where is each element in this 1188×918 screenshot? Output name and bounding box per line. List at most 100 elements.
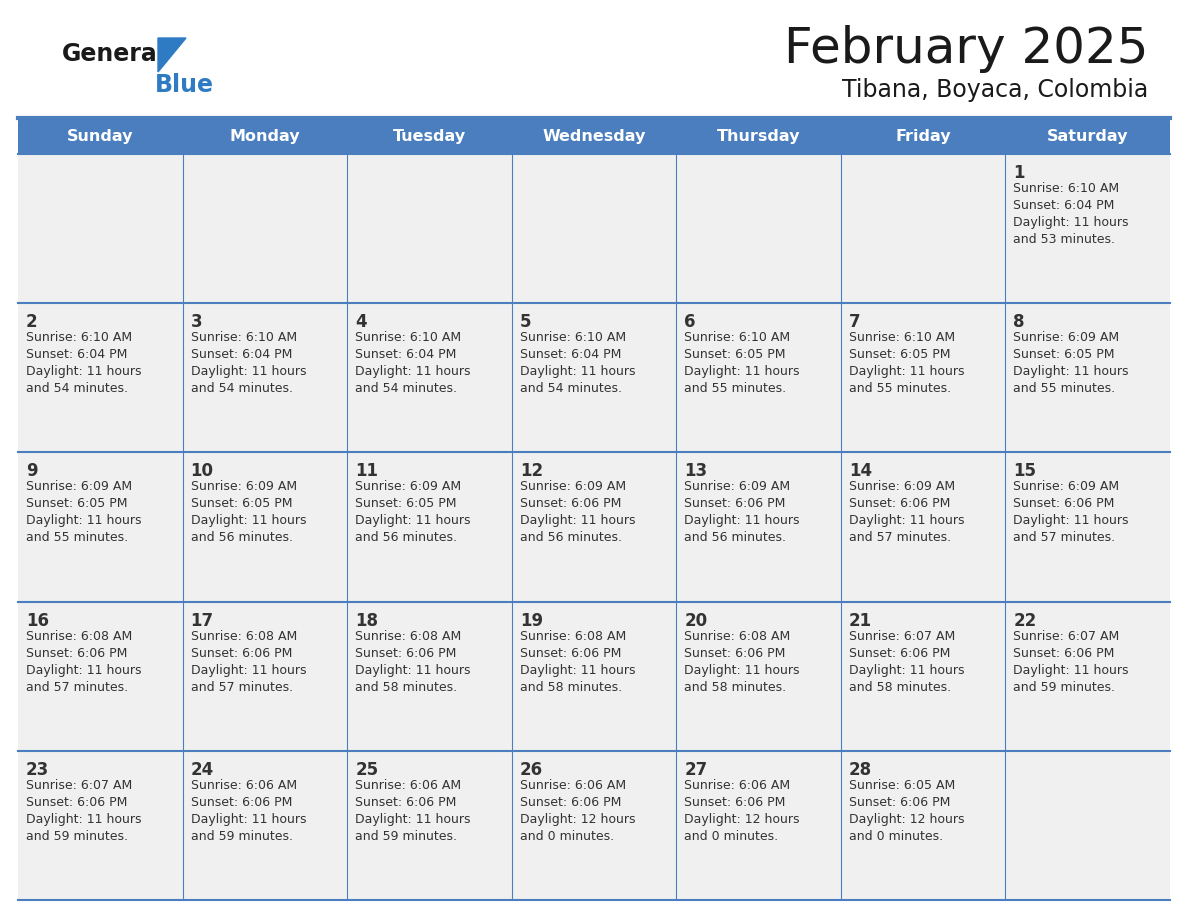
Text: Daylight: 12 hours: Daylight: 12 hours xyxy=(684,812,800,826)
Text: Friday: Friday xyxy=(896,129,950,143)
Text: Daylight: 11 hours: Daylight: 11 hours xyxy=(1013,514,1129,528)
Bar xyxy=(18,118,1170,154)
Text: and 58 minutes.: and 58 minutes. xyxy=(684,680,786,694)
Text: Sunrise: 6:07 AM: Sunrise: 6:07 AM xyxy=(26,778,132,792)
Text: 10: 10 xyxy=(190,463,214,480)
Text: February 2025: February 2025 xyxy=(784,25,1148,73)
Text: 3: 3 xyxy=(190,313,202,331)
Text: Daylight: 12 hours: Daylight: 12 hours xyxy=(519,812,636,826)
Text: Sunrise: 6:08 AM: Sunrise: 6:08 AM xyxy=(519,630,626,643)
Text: Monday: Monday xyxy=(229,129,301,143)
Text: Sunrise: 6:06 AM: Sunrise: 6:06 AM xyxy=(519,778,626,792)
Text: Daylight: 12 hours: Daylight: 12 hours xyxy=(849,812,965,826)
Text: Saturday: Saturday xyxy=(1047,129,1129,143)
Text: Daylight: 11 hours: Daylight: 11 hours xyxy=(26,365,141,378)
Text: and 55 minutes.: and 55 minutes. xyxy=(849,382,950,396)
Text: and 55 minutes.: and 55 minutes. xyxy=(26,532,128,544)
Text: Sunset: 6:06 PM: Sunset: 6:06 PM xyxy=(684,796,785,809)
Text: Blue: Blue xyxy=(154,73,214,97)
Text: 9: 9 xyxy=(26,463,38,480)
Text: and 0 minutes.: and 0 minutes. xyxy=(684,830,778,843)
Bar xyxy=(18,303,1170,453)
Text: Wednesday: Wednesday xyxy=(542,129,646,143)
Text: Daylight: 11 hours: Daylight: 11 hours xyxy=(355,514,470,528)
Text: Daylight: 11 hours: Daylight: 11 hours xyxy=(1013,664,1129,677)
Text: Daylight: 11 hours: Daylight: 11 hours xyxy=(355,664,470,677)
Text: and 55 minutes.: and 55 minutes. xyxy=(684,382,786,396)
Text: and 0 minutes.: and 0 minutes. xyxy=(519,830,614,843)
Text: and 53 minutes.: and 53 minutes. xyxy=(1013,233,1116,246)
Text: Sunset: 6:04 PM: Sunset: 6:04 PM xyxy=(190,348,292,361)
Text: Daylight: 11 hours: Daylight: 11 hours xyxy=(355,365,470,378)
Text: and 57 minutes.: and 57 minutes. xyxy=(26,680,128,694)
Bar xyxy=(18,601,1170,751)
Text: Daylight: 11 hours: Daylight: 11 hours xyxy=(519,365,636,378)
Text: and 59 minutes.: and 59 minutes. xyxy=(190,830,292,843)
Text: Sunrise: 6:06 AM: Sunrise: 6:06 AM xyxy=(684,778,790,792)
Text: Sunset: 6:04 PM: Sunset: 6:04 PM xyxy=(26,348,127,361)
Polygon shape xyxy=(158,38,187,72)
Text: Sunrise: 6:05 AM: Sunrise: 6:05 AM xyxy=(849,778,955,792)
Text: Sunset: 6:06 PM: Sunset: 6:06 PM xyxy=(684,498,785,510)
Text: and 54 minutes.: and 54 minutes. xyxy=(355,382,457,396)
Text: and 58 minutes.: and 58 minutes. xyxy=(849,680,950,694)
Text: 18: 18 xyxy=(355,611,378,630)
Text: 28: 28 xyxy=(849,761,872,778)
Text: Daylight: 11 hours: Daylight: 11 hours xyxy=(190,664,307,677)
Text: Daylight: 11 hours: Daylight: 11 hours xyxy=(26,812,141,826)
Text: Sunrise: 6:10 AM: Sunrise: 6:10 AM xyxy=(684,331,790,344)
Text: General: General xyxy=(62,42,166,66)
Text: Sunrise: 6:10 AM: Sunrise: 6:10 AM xyxy=(519,331,626,344)
Text: Sunrise: 6:09 AM: Sunrise: 6:09 AM xyxy=(684,480,790,493)
Text: and 54 minutes.: and 54 minutes. xyxy=(190,382,292,396)
Text: Sunset: 6:06 PM: Sunset: 6:06 PM xyxy=(519,646,621,660)
Text: Daylight: 11 hours: Daylight: 11 hours xyxy=(190,812,307,826)
Text: Sunrise: 6:08 AM: Sunrise: 6:08 AM xyxy=(26,630,132,643)
Text: Sunrise: 6:09 AM: Sunrise: 6:09 AM xyxy=(190,480,297,493)
Text: Sunrise: 6:08 AM: Sunrise: 6:08 AM xyxy=(190,630,297,643)
Text: 11: 11 xyxy=(355,463,378,480)
Text: Sunrise: 6:08 AM: Sunrise: 6:08 AM xyxy=(684,630,790,643)
Text: and 56 minutes.: and 56 minutes. xyxy=(355,532,457,544)
Text: Sunrise: 6:06 AM: Sunrise: 6:06 AM xyxy=(355,778,461,792)
Text: Sunrise: 6:09 AM: Sunrise: 6:09 AM xyxy=(519,480,626,493)
Bar xyxy=(18,751,1170,900)
Text: and 56 minutes.: and 56 minutes. xyxy=(519,532,621,544)
Text: Sunset: 6:04 PM: Sunset: 6:04 PM xyxy=(355,348,456,361)
Text: Daylight: 11 hours: Daylight: 11 hours xyxy=(849,514,965,528)
Text: Sunset: 6:05 PM: Sunset: 6:05 PM xyxy=(190,498,292,510)
Text: Sunrise: 6:07 AM: Sunrise: 6:07 AM xyxy=(849,630,955,643)
Text: and 59 minutes.: and 59 minutes. xyxy=(1013,680,1116,694)
Text: 2: 2 xyxy=(26,313,38,331)
Text: Sunset: 6:05 PM: Sunset: 6:05 PM xyxy=(849,348,950,361)
Text: 25: 25 xyxy=(355,761,378,778)
Text: Daylight: 11 hours: Daylight: 11 hours xyxy=(190,514,307,528)
Text: and 54 minutes.: and 54 minutes. xyxy=(519,382,621,396)
Text: Sunrise: 6:09 AM: Sunrise: 6:09 AM xyxy=(26,480,132,493)
Text: 23: 23 xyxy=(26,761,49,778)
Text: Sunrise: 6:08 AM: Sunrise: 6:08 AM xyxy=(355,630,461,643)
Text: 21: 21 xyxy=(849,611,872,630)
Text: Sunset: 6:05 PM: Sunset: 6:05 PM xyxy=(26,498,127,510)
Text: Sunset: 6:06 PM: Sunset: 6:06 PM xyxy=(190,646,292,660)
Text: Sunset: 6:04 PM: Sunset: 6:04 PM xyxy=(1013,199,1114,212)
Text: Sunrise: 6:09 AM: Sunrise: 6:09 AM xyxy=(355,480,461,493)
Text: Tibana, Boyaca, Colombia: Tibana, Boyaca, Colombia xyxy=(842,78,1148,102)
Text: Sunset: 6:06 PM: Sunset: 6:06 PM xyxy=(355,646,456,660)
Text: 12: 12 xyxy=(519,463,543,480)
Text: Daylight: 11 hours: Daylight: 11 hours xyxy=(519,664,636,677)
Text: 27: 27 xyxy=(684,761,708,778)
Text: 24: 24 xyxy=(190,761,214,778)
Text: Sunday: Sunday xyxy=(67,129,133,143)
Text: 4: 4 xyxy=(355,313,367,331)
Text: Daylight: 11 hours: Daylight: 11 hours xyxy=(1013,216,1129,229)
Bar xyxy=(18,154,1170,303)
Text: Sunset: 6:06 PM: Sunset: 6:06 PM xyxy=(849,498,950,510)
Text: Daylight: 11 hours: Daylight: 11 hours xyxy=(684,664,800,677)
Text: Daylight: 11 hours: Daylight: 11 hours xyxy=(190,365,307,378)
Text: Sunset: 6:04 PM: Sunset: 6:04 PM xyxy=(519,348,621,361)
Text: Daylight: 11 hours: Daylight: 11 hours xyxy=(849,365,965,378)
Text: 6: 6 xyxy=(684,313,696,331)
Text: Sunrise: 6:09 AM: Sunrise: 6:09 AM xyxy=(1013,331,1119,344)
Text: Sunrise: 6:10 AM: Sunrise: 6:10 AM xyxy=(849,331,955,344)
